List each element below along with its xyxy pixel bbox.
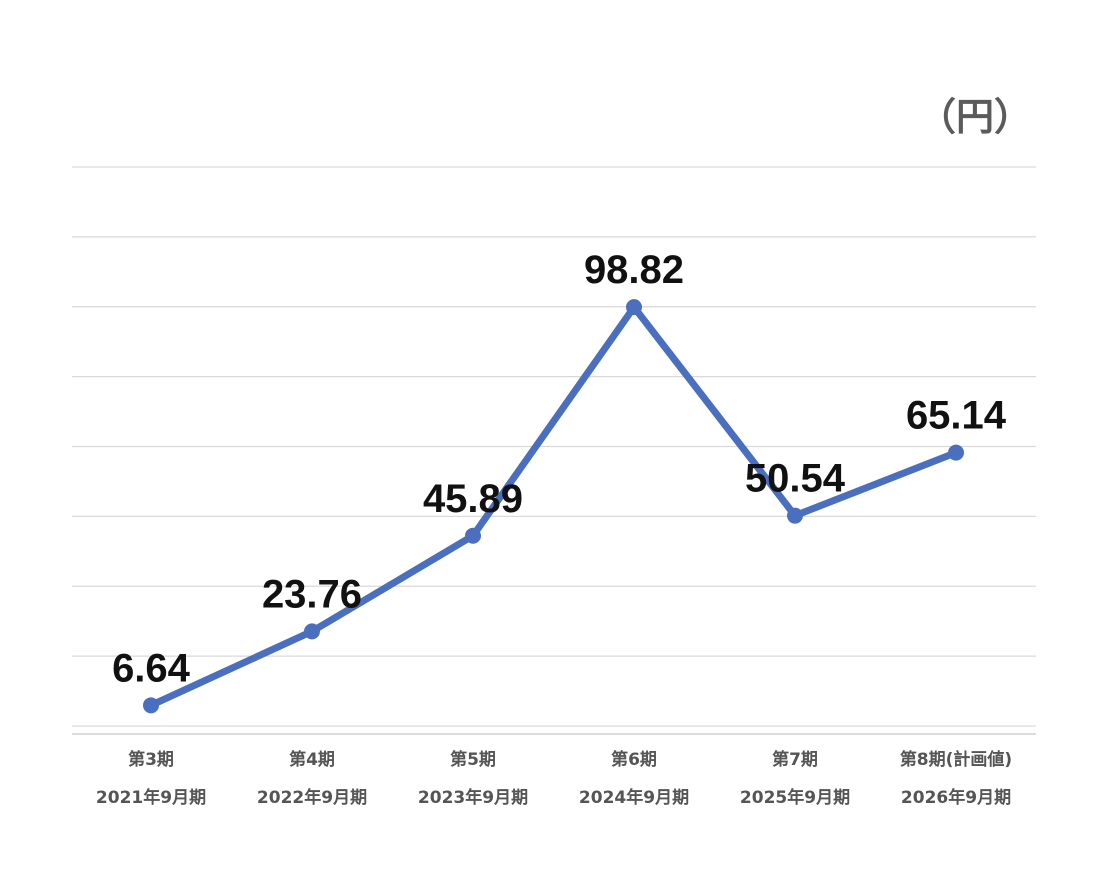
x-tick-label-period: 第3期 (128, 749, 174, 770)
data-label: 23.76 (262, 572, 362, 616)
x-tick-label-period: 第4期 (289, 749, 335, 770)
data-point (143, 697, 159, 714)
x-tick-label-fiscal-year: 2021年9月期 (96, 787, 206, 808)
x-tick-label-fiscal-year: 2023年9月期 (418, 787, 528, 808)
data-label: 98.82 (584, 248, 684, 292)
x-tick-label-fiscal-year: 2026年9月期 (901, 787, 1011, 808)
x-tick-label-fiscal-year: 2024年9月期 (579, 787, 689, 808)
data-point (787, 507, 803, 524)
x-tick-label-period: 第6期 (611, 749, 657, 770)
gridlines (72, 166, 1036, 727)
data-point (948, 444, 964, 461)
x-tick-label-fiscal-year: 2025年9月期 (740, 787, 850, 808)
series-line (147, 303, 960, 709)
data-point (465, 527, 481, 544)
y-axis-unit-label: （円） (917, 95, 1032, 139)
data-labels: 6.64 23.76 45.89 98.82 50.54 65.14 (112, 248, 1007, 690)
data-label: 45.89 (423, 477, 523, 521)
data-label: 50.54 (745, 457, 846, 501)
x-tick-label-period: 第5期 (450, 749, 496, 770)
data-label: 65.14 (906, 394, 1007, 438)
data-point (304, 623, 320, 640)
data-points (143, 299, 964, 714)
data-point (626, 299, 642, 316)
x-tick-label-period: 第8期(計画値) (900, 749, 1012, 770)
data-label: 6.64 (112, 646, 191, 690)
x-tick-labels: 第3期 2021年9月期 第4期 2022年9月期 第5期 2023年9月期 第6期 2024… (96, 749, 1012, 808)
x-tick-label-period: 第7期 (772, 749, 818, 770)
x-tick-label-fiscal-year: 2022年9月期 (257, 787, 367, 808)
